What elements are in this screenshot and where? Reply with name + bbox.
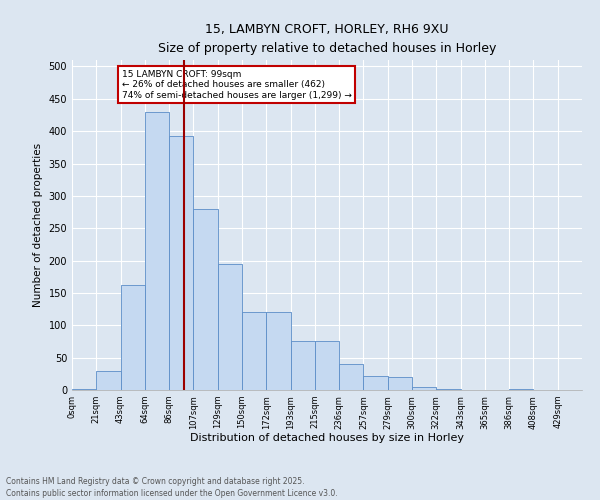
Bar bbox=[388, 377, 412, 390]
Text: 15 LAMBYN CROFT: 99sqm
← 26% of detached houses are smaller (462)
74% of semi-de: 15 LAMBYN CROFT: 99sqm ← 26% of detached… bbox=[122, 70, 352, 100]
Bar bbox=[218, 264, 242, 390]
Bar bbox=[364, 376, 388, 390]
Text: Contains HM Land Registry data © Crown copyright and database right 2025.
Contai: Contains HM Land Registry data © Crown c… bbox=[6, 476, 338, 498]
X-axis label: Distribution of detached houses by size in Horley: Distribution of detached houses by size … bbox=[190, 433, 464, 443]
Bar bbox=[436, 388, 461, 390]
Bar bbox=[242, 312, 266, 390]
Bar bbox=[290, 342, 315, 390]
Bar bbox=[121, 284, 145, 390]
Bar bbox=[509, 388, 533, 390]
Bar bbox=[412, 387, 436, 390]
Bar bbox=[145, 112, 169, 390]
Bar bbox=[72, 388, 96, 390]
Title: 15, LAMBYN CROFT, HORLEY, RH6 9XU
Size of property relative to detached houses i: 15, LAMBYN CROFT, HORLEY, RH6 9XU Size o… bbox=[158, 22, 496, 54]
Bar bbox=[315, 342, 339, 390]
Bar bbox=[339, 364, 364, 390]
Bar bbox=[193, 209, 218, 390]
Bar bbox=[169, 136, 193, 390]
Bar bbox=[96, 370, 121, 390]
Bar bbox=[266, 312, 290, 390]
Y-axis label: Number of detached properties: Number of detached properties bbox=[33, 143, 43, 307]
